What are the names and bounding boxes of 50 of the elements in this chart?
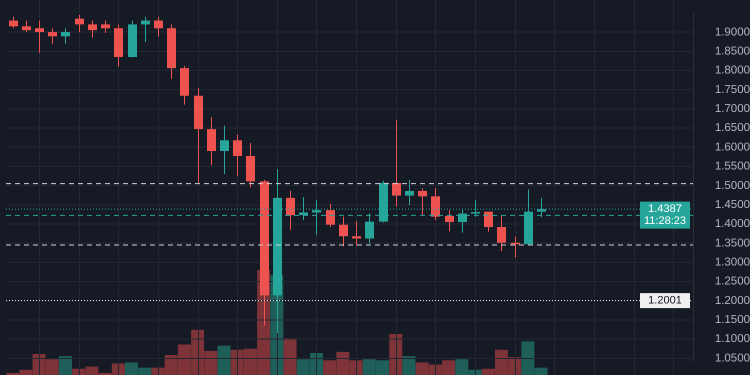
candlestick <box>141 16 150 43</box>
y-tick-label: 1.5500 <box>714 160 750 173</box>
candlestick <box>339 216 348 247</box>
bar <box>58 356 72 375</box>
y-tick-label: 1.3000 <box>714 256 750 268</box>
y-tick-label: 1.6000 <box>714 141 750 154</box>
ref-line-label: 1.4387 <box>648 203 682 216</box>
annotation: 11:28:23 <box>644 215 686 228</box>
candlestick <box>35 20 44 54</box>
y-tick-label: 1.4000 <box>714 218 750 230</box>
candlestick <box>326 203 335 228</box>
y-tick-label: 1.1500 <box>714 314 750 326</box>
y-tick-label: 1.2500 <box>714 276 750 288</box>
y-tick-label: 1.7000 <box>714 103 750 116</box>
candlestick <box>286 190 295 230</box>
y-tick-label: 1.9000 <box>714 26 750 38</box>
candlestick <box>61 28 70 44</box>
candlestick <box>88 20 97 38</box>
candlestick <box>352 220 361 246</box>
candlestick <box>154 16 163 38</box>
y-tick-label: 1.0500 <box>714 352 750 364</box>
y-tick-label: 1.8500 <box>714 45 750 58</box>
candlestick <box>405 179 414 206</box>
bar <box>402 356 416 375</box>
y-tick-label: 1.7500 <box>714 84 750 96</box>
candlestick <box>101 20 110 34</box>
y-tick-label: 1.5000 <box>714 180 750 192</box>
candlestick <box>233 134 242 176</box>
y-tick-label: 1.3500 <box>714 237 750 250</box>
candlestick <box>9 16 18 29</box>
candlestick <box>392 119 401 208</box>
candlestick <box>511 236 520 258</box>
candlestick <box>22 20 31 33</box>
candlestick <box>418 188 427 216</box>
candlestick <box>484 211 493 232</box>
candlestick <box>220 125 229 175</box>
y-tick-label: 1.8000 <box>714 64 750 77</box>
candlestick <box>207 116 216 166</box>
candlestick <box>497 214 506 252</box>
candlestick <box>75 14 84 33</box>
candlestick <box>48 28 57 44</box>
ref-line-label: 1.2001 <box>648 294 682 307</box>
candlestick <box>431 188 440 221</box>
y-tick-label: 1.4500 <box>714 198 750 211</box>
bar <box>217 346 230 375</box>
y-tick-label: 1.6500 <box>714 122 750 134</box>
bar <box>284 338 297 375</box>
candlestick <box>445 210 454 232</box>
y-tick-label: 1.2000 <box>714 294 750 307</box>
y-tick-label: 1.1000 <box>714 333 750 346</box>
